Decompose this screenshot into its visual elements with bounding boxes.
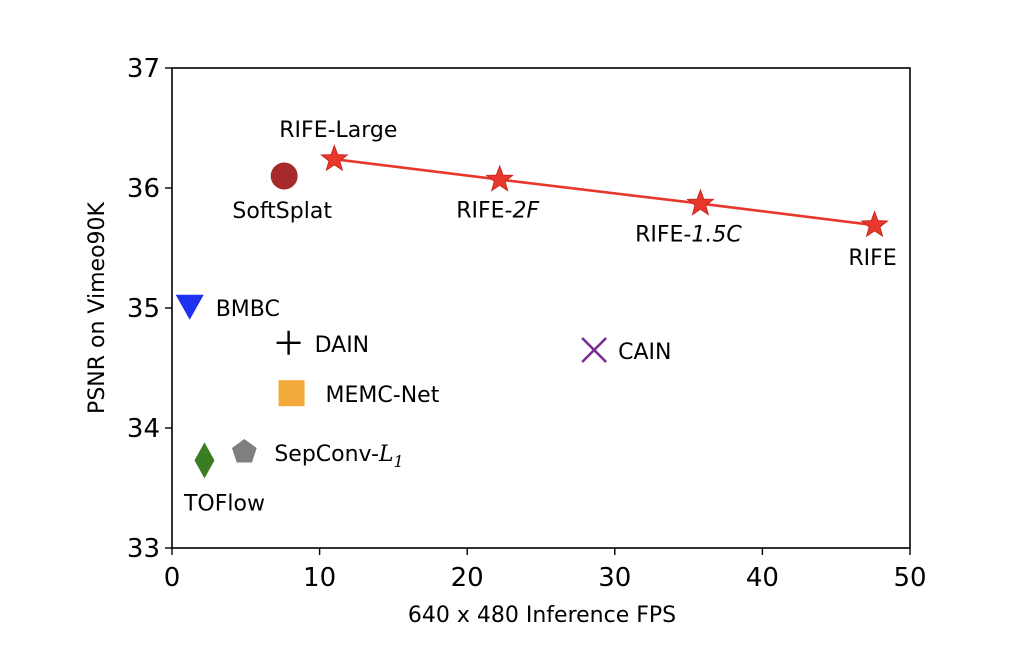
rife-15c-marker <box>686 188 715 216</box>
x-tick-label: 20 <box>451 563 484 593</box>
rife-marker <box>860 210 889 238</box>
sepconv-l1-label: SepConv-L1 <box>274 442 403 471</box>
y-tick-label: 34 <box>127 414 160 444</box>
rife-series-line <box>334 157 875 227</box>
softsplat-label: SoftSplat <box>232 199 332 224</box>
dain-label: DAIN <box>315 333 370 358</box>
x-tick-label: 0 <box>164 563 181 593</box>
sepconv-l1-marker <box>231 439 257 463</box>
toflow-marker <box>194 442 215 479</box>
rife-2f-marker <box>485 164 514 192</box>
y-tick-label: 35 <box>127 294 160 324</box>
y-tick-label: 37 <box>127 54 160 84</box>
cain-marker <box>581 337 608 363</box>
rife-15c-label: RIFE-1.5C <box>635 223 742 248</box>
axis-layer: 0 10 20 30 40 50 33 34 35 36 37 <box>127 54 927 593</box>
toflow-label: TOFlow <box>183 491 265 516</box>
bmbc-marker <box>175 294 204 320</box>
y-axis-label: PSNR on Vimeo90K <box>85 201 110 413</box>
point-label-layer: RIFE-Large RIFE-2F RIFE-1.5C RIFE SoftSplat B… <box>183 118 897 516</box>
rife-2f-label: RIFE-2F <box>456 199 539 224</box>
softsplat-marker <box>270 162 298 190</box>
x-tick-label: 40 <box>746 563 779 593</box>
bmbc-label: BMBC <box>216 297 280 322</box>
x-tick-label: 10 <box>303 563 336 593</box>
rife-large-label: RIFE-Large <box>279 118 397 143</box>
memc-net-label: MEMC-Net <box>326 383 440 408</box>
x-tick-label: 30 <box>598 563 631 593</box>
dain-marker <box>276 330 301 355</box>
y-tick-label: 36 <box>127 174 160 204</box>
rife-line-layer <box>334 157 875 227</box>
rife-large-marker <box>320 144 349 172</box>
x-tick-label: 50 <box>893 563 926 593</box>
rife-label: RIFE <box>848 246 896 271</box>
x-axis-label: 640 x 480 Inference FPS <box>408 603 676 628</box>
cain-label: CAIN <box>618 340 671 365</box>
memc-net-marker <box>278 380 305 407</box>
marker-layer <box>175 144 889 479</box>
y-tick-label: 33 <box>127 534 160 564</box>
